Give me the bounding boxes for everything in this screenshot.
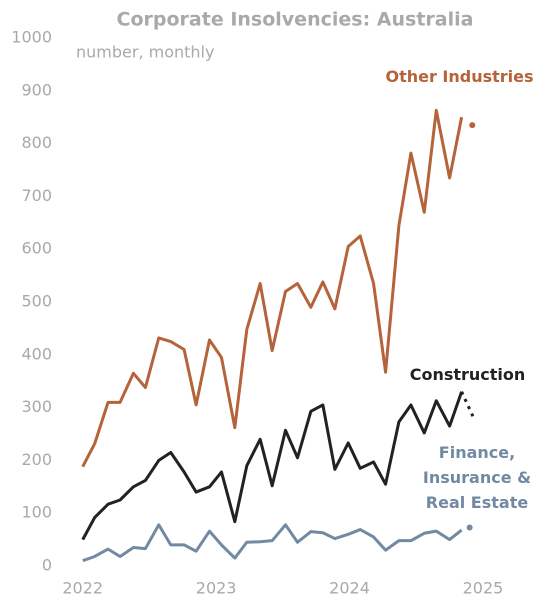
y-tick-label: 800: [21, 133, 52, 152]
x-tick-label: 2024: [329, 579, 370, 598]
projection-dot: [469, 122, 476, 129]
y-tick-label: 900: [21, 80, 52, 99]
x-tick-label: 2023: [196, 579, 237, 598]
y-tick-label: 200: [21, 450, 52, 469]
series-label: Construction: [409, 365, 526, 384]
series-label: Finance, Insurance & Real Estate: [422, 443, 532, 512]
chart-subtitle: number, monthly: [76, 43, 214, 62]
x-tick-label: 2022: [62, 579, 103, 598]
y-tick-label: 100: [21, 503, 52, 522]
series-label: Other Industries: [385, 67, 534, 86]
y-tick-label: 700: [21, 186, 52, 205]
chart-title: Corporate Insolvencies: Australia: [117, 9, 474, 31]
series-line: [81, 391, 464, 541]
series-line: [82, 523, 463, 563]
y-tick-label: 1000: [11, 28, 52, 47]
projection-line: [460, 391, 477, 422]
series-line: [81, 108, 464, 468]
projection-dot: [466, 524, 473, 531]
y-tick-label: 600: [21, 239, 52, 258]
y-tick-label: 0: [42, 556, 52, 575]
y-tick-label: 500: [21, 292, 52, 311]
x-tick-label: 2025: [463, 579, 504, 598]
y-tick-label: 300: [21, 397, 52, 416]
y-tick-label: 400: [21, 344, 52, 363]
